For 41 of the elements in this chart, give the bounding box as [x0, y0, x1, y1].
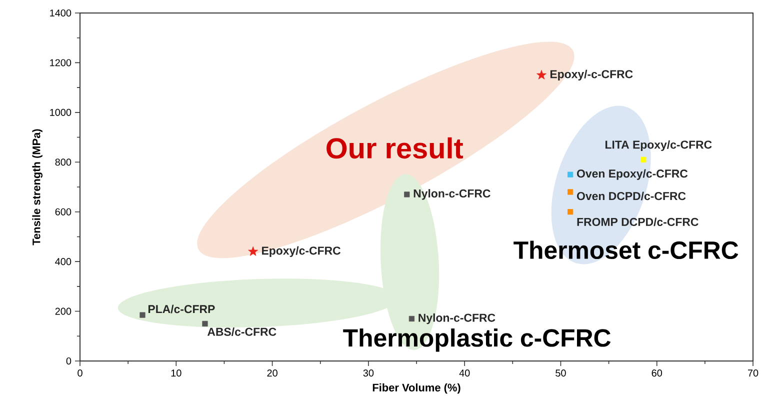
annotation: Thermoset c-CFRC: [514, 240, 738, 260]
point: [404, 192, 410, 198]
series-label: Nylon-c-CFRC: [414, 189, 490, 200]
series-label: LITA Epoxy/c-CFRC: [605, 140, 712, 151]
x-tick-label: 60: [652, 370, 662, 377]
x-tick-label: 0: [78, 370, 82, 377]
point: [640, 156, 646, 162]
series-label: FROMP DCPD/c-CFRC: [577, 218, 698, 226]
series-label: Nylon-c-CFRC: [418, 313, 496, 324]
y-axis-title: Tensile strength (MPa): [32, 129, 42, 246]
point: [568, 189, 574, 195]
annotation: Thermoplastic c-CFRC: [343, 328, 611, 352]
y-tick-label: 1400: [50, 9, 72, 17]
x-tick-label: 30: [363, 370, 374, 377]
x-tick-label: 20: [267, 370, 278, 377]
y-tick-label: 1000: [50, 108, 72, 116]
point: [536, 70, 546, 80]
series-label: Oven Epoxy/c-CFRC: [577, 169, 688, 180]
series-label: PLA/c-CFRP: [148, 304, 215, 314]
series-label: Epoxy/c-CFRC: [262, 246, 341, 257]
y-tick-label: 200: [55, 308, 72, 315]
series-label: Epoxy/-c-CFRC: [550, 70, 633, 80]
y-tick-label: 1200: [50, 59, 72, 66]
y-tick-label: 600: [55, 208, 72, 216]
point: [202, 320, 208, 327]
series-label: ABS/c-CFRC: [207, 327, 276, 336]
y-tick-label: 400: [55, 258, 72, 266]
point: [408, 316, 414, 322]
point: [140, 312, 146, 318]
point: [568, 172, 574, 178]
y-tick-label: 0: [66, 357, 72, 365]
x-tick-label: 40: [459, 370, 470, 377]
point: [568, 209, 574, 215]
x-tick-label: 50: [556, 370, 566, 377]
x-axis-title: Fiber Volume (%): [372, 383, 460, 394]
x-tick-label: 70: [748, 370, 758, 377]
annotation: Our result: [326, 137, 464, 159]
point: [248, 246, 258, 256]
series-label: Oven DCPD/c-CFRC: [577, 192, 686, 200]
y-tick-label: 800: [55, 158, 72, 166]
x-tick-label: 10: [171, 370, 182, 377]
